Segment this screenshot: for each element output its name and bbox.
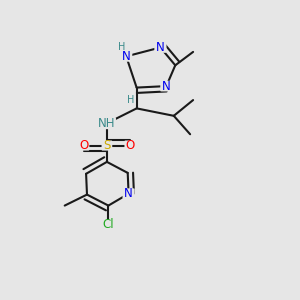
Text: O: O	[80, 139, 88, 152]
FancyBboxPatch shape	[98, 117, 116, 129]
FancyBboxPatch shape	[120, 51, 132, 62]
FancyBboxPatch shape	[126, 96, 136, 104]
Text: N: N	[122, 50, 130, 63]
Text: H: H	[118, 43, 125, 52]
Text: NH: NH	[98, 117, 116, 130]
FancyBboxPatch shape	[102, 140, 112, 151]
Text: N: N	[124, 187, 133, 200]
FancyBboxPatch shape	[122, 188, 135, 199]
FancyBboxPatch shape	[160, 81, 172, 92]
FancyBboxPatch shape	[154, 42, 167, 53]
FancyBboxPatch shape	[116, 43, 127, 52]
Text: N: N	[162, 80, 171, 93]
Text: N: N	[156, 41, 165, 54]
FancyBboxPatch shape	[102, 220, 115, 230]
Text: H: H	[127, 95, 134, 105]
Text: O: O	[125, 139, 134, 152]
FancyBboxPatch shape	[124, 140, 135, 151]
Text: S: S	[103, 139, 111, 152]
Text: Cl: Cl	[103, 218, 114, 231]
FancyBboxPatch shape	[79, 140, 89, 151]
